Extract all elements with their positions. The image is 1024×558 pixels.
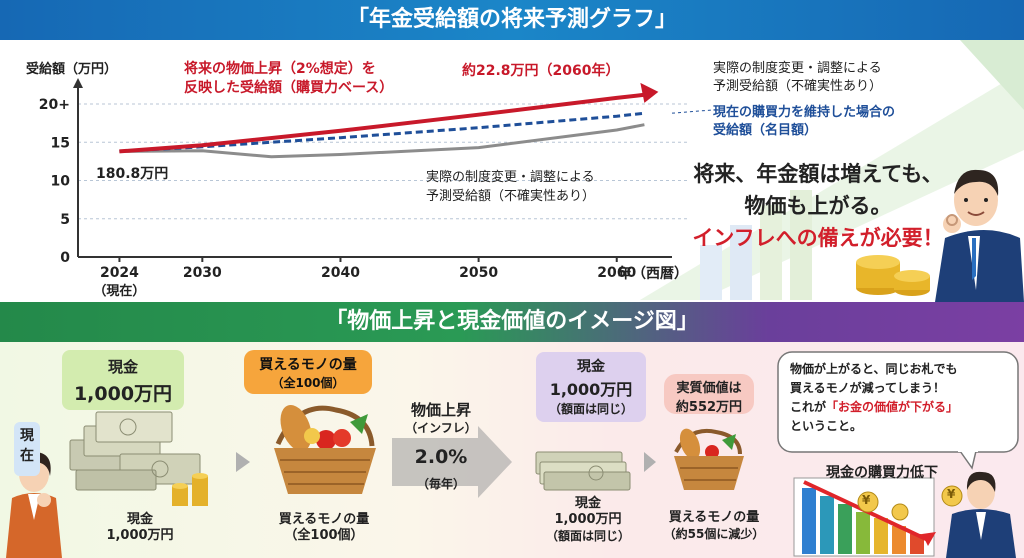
y-tick-label: 20+ [39, 97, 70, 113]
pension-forecast-chart: 0 5 10 15 20+ 2024 （現在） 2030 2040 2050 2060 [39, 78, 713, 299]
key-message-line3: インフレへの備えが必要！ [692, 226, 944, 250]
real-value-amount: 約552万円 [675, 400, 743, 415]
x-tick-sublabel: （現在） [93, 283, 145, 299]
basket-caption-line1: 買えるモノの量 [278, 512, 370, 527]
x-axis-label: 年（西暦） [618, 266, 688, 282]
speech-bubble-text: 物価が上がると、同じお札でも 買えるモノが減ってしまう！ これが「お金の価値が下… [790, 360, 1010, 436]
x-tick-label: 2060 [597, 265, 636, 281]
y-tick-label: 0 [60, 250, 70, 266]
basket-box-sub: （全100個） [271, 376, 345, 390]
peak-value-label: 約22.8万円（2060年） [462, 63, 620, 79]
basket2-caption-line2: （約55個に減少） [663, 527, 765, 541]
series-line-gray [119, 123, 645, 159]
basket-icon [274, 404, 376, 494]
inflation-arrow-icon [392, 426, 512, 498]
y-axis-arrow [73, 78, 83, 88]
start-value-label: 180.8万円 [96, 166, 169, 182]
bubble-line2: 買えるモノが減ってしまう！ [790, 381, 946, 395]
declining-purchasing-power-mini-chart [793, 477, 936, 557]
x-tick-label: 2040 [321, 265, 360, 281]
speech-bubble [777, 351, 1019, 470]
key-message: 将来、年金額は増えても、 物価も上がる。 インフレへの備えが必要！ [668, 158, 968, 254]
cash2-box-sub: （額面は同じ） [548, 402, 633, 416]
key-message-line1: 将来、年金額は増えても、 [693, 162, 943, 186]
blue-series-label: 現在の購買力を維持した場合の 受給額（名目額） [713, 105, 896, 138]
cash2-box-amount: 1,000万円 [549, 380, 633, 399]
top-section-title: 「年金受給額の将来予測グラフ」 [0, 0, 1024, 40]
cash-box-title: 現金 [107, 358, 138, 376]
cash2-caption-line2: 1,000万円 [554, 512, 622, 527]
yen-coin-label: ¥ [862, 493, 871, 507]
basket2-caption-line1: 買えるモノの量 [668, 510, 760, 525]
cash2-caption-line1: 現金 [574, 496, 601, 511]
red-series-label: 将来の物価上昇（2%想定）を 反映した受給額（購買力ベース） [184, 61, 394, 96]
basket2-caption: 買えるモノの量 （約55個に減少） [652, 510, 776, 542]
mini-chart-title: 現金の購買力低下 [826, 465, 938, 481]
basket-caption-line2: （全100個） [284, 528, 364, 543]
gray-series-label-mid: 実際の制度変更・調整による 予測受給額（不確実性あり） [426, 170, 596, 204]
inflation-per: （毎年） [416, 477, 465, 491]
now-label: 現 在 [14, 422, 40, 476]
cash-caption-line1: 現金 [126, 512, 153, 527]
cash-caption-line2: 1,000万円 [106, 528, 174, 543]
chevron-right-icon-2 [644, 452, 656, 472]
cash2-caption: 現金 1,000万円 （額面は同じ） [540, 496, 636, 544]
bubble-line3b: 「お金の価値が下がる」 [826, 400, 959, 414]
x-tick-label: 2024 [100, 265, 139, 281]
basket-amount-box: 買えるモノの量 （全100個） [244, 350, 372, 394]
bottom-section-title: 「物価上昇と現金価値のイメージ図」 [0, 302, 1024, 342]
basket-caption: 買えるモノの量 （全100個） [262, 512, 386, 544]
businessman-icon-bottom [941, 471, 1016, 558]
series-line-red [119, 92, 645, 154]
x-tick-label: 2030 [183, 265, 222, 281]
inflation-rate: 2.0% [414, 446, 468, 468]
cash-stack-icon [69, 411, 208, 506]
y-axis-label: 受給額（万円） [26, 62, 118, 77]
cash-box-amount: 1,000万円 [73, 383, 173, 405]
cash2-amount-box: 現金 1,000万円 （額面は同じ） [536, 352, 646, 422]
yen-coin-label-2: ¥ [947, 487, 956, 501]
bubble-line4: ということ。 [790, 419, 863, 433]
x-tick-label: 2050 [459, 265, 498, 281]
y-tick-label: 5 [60, 212, 70, 228]
person-icon [935, 169, 1024, 302]
real-value-box: 実質価値は 約552万円 [664, 374, 754, 415]
bubble-line3a: これが [790, 400, 827, 414]
blue-leader-line [671, 109, 713, 114]
inflation-title: 物価上昇 [410, 401, 471, 419]
inflation-sub: （インフレ） [405, 421, 477, 435]
red-series-arrowhead [640, 82, 659, 103]
cash2-caption-line3: （額面は同じ） [545, 529, 630, 543]
real-value-title: 実質価値は [676, 381, 742, 396]
chart-section [0, 40, 1024, 302]
chevron-right-icon [236, 452, 250, 472]
woman-icon [6, 451, 62, 558]
gray-series-label-right: 実際の制度変更・調整による 予測受給額（不確実性あり） [713, 61, 883, 94]
inflation-label: 物価上昇 （インフレ） 2.0% （毎年） [396, 400, 486, 492]
y-tick-label: 10 [51, 174, 71, 190]
cash2-box-title: 現金 [577, 359, 605, 375]
key-message-line2: 物価も上がる。 [744, 194, 892, 218]
bubble-line3: これが「お金の価値が下がる」 [790, 398, 1010, 417]
cash-caption: 現金 1,000万円 [100, 512, 180, 544]
coin-stack-icon [856, 255, 930, 296]
chart-background-decoration [640, 40, 1024, 300]
y-tick-label: 15 [51, 135, 70, 151]
bubble-line1: 物価が上がると、同じお札でも [790, 362, 958, 376]
cash-stack-icon-2 [535, 451, 631, 491]
cash-amount-box: 現金 1,000万円 [62, 350, 184, 410]
basket-icon-2 [674, 428, 744, 490]
basket-box-title: 買えるモノの量 [259, 357, 357, 373]
businessman-illustration-top [856, 169, 1024, 302]
